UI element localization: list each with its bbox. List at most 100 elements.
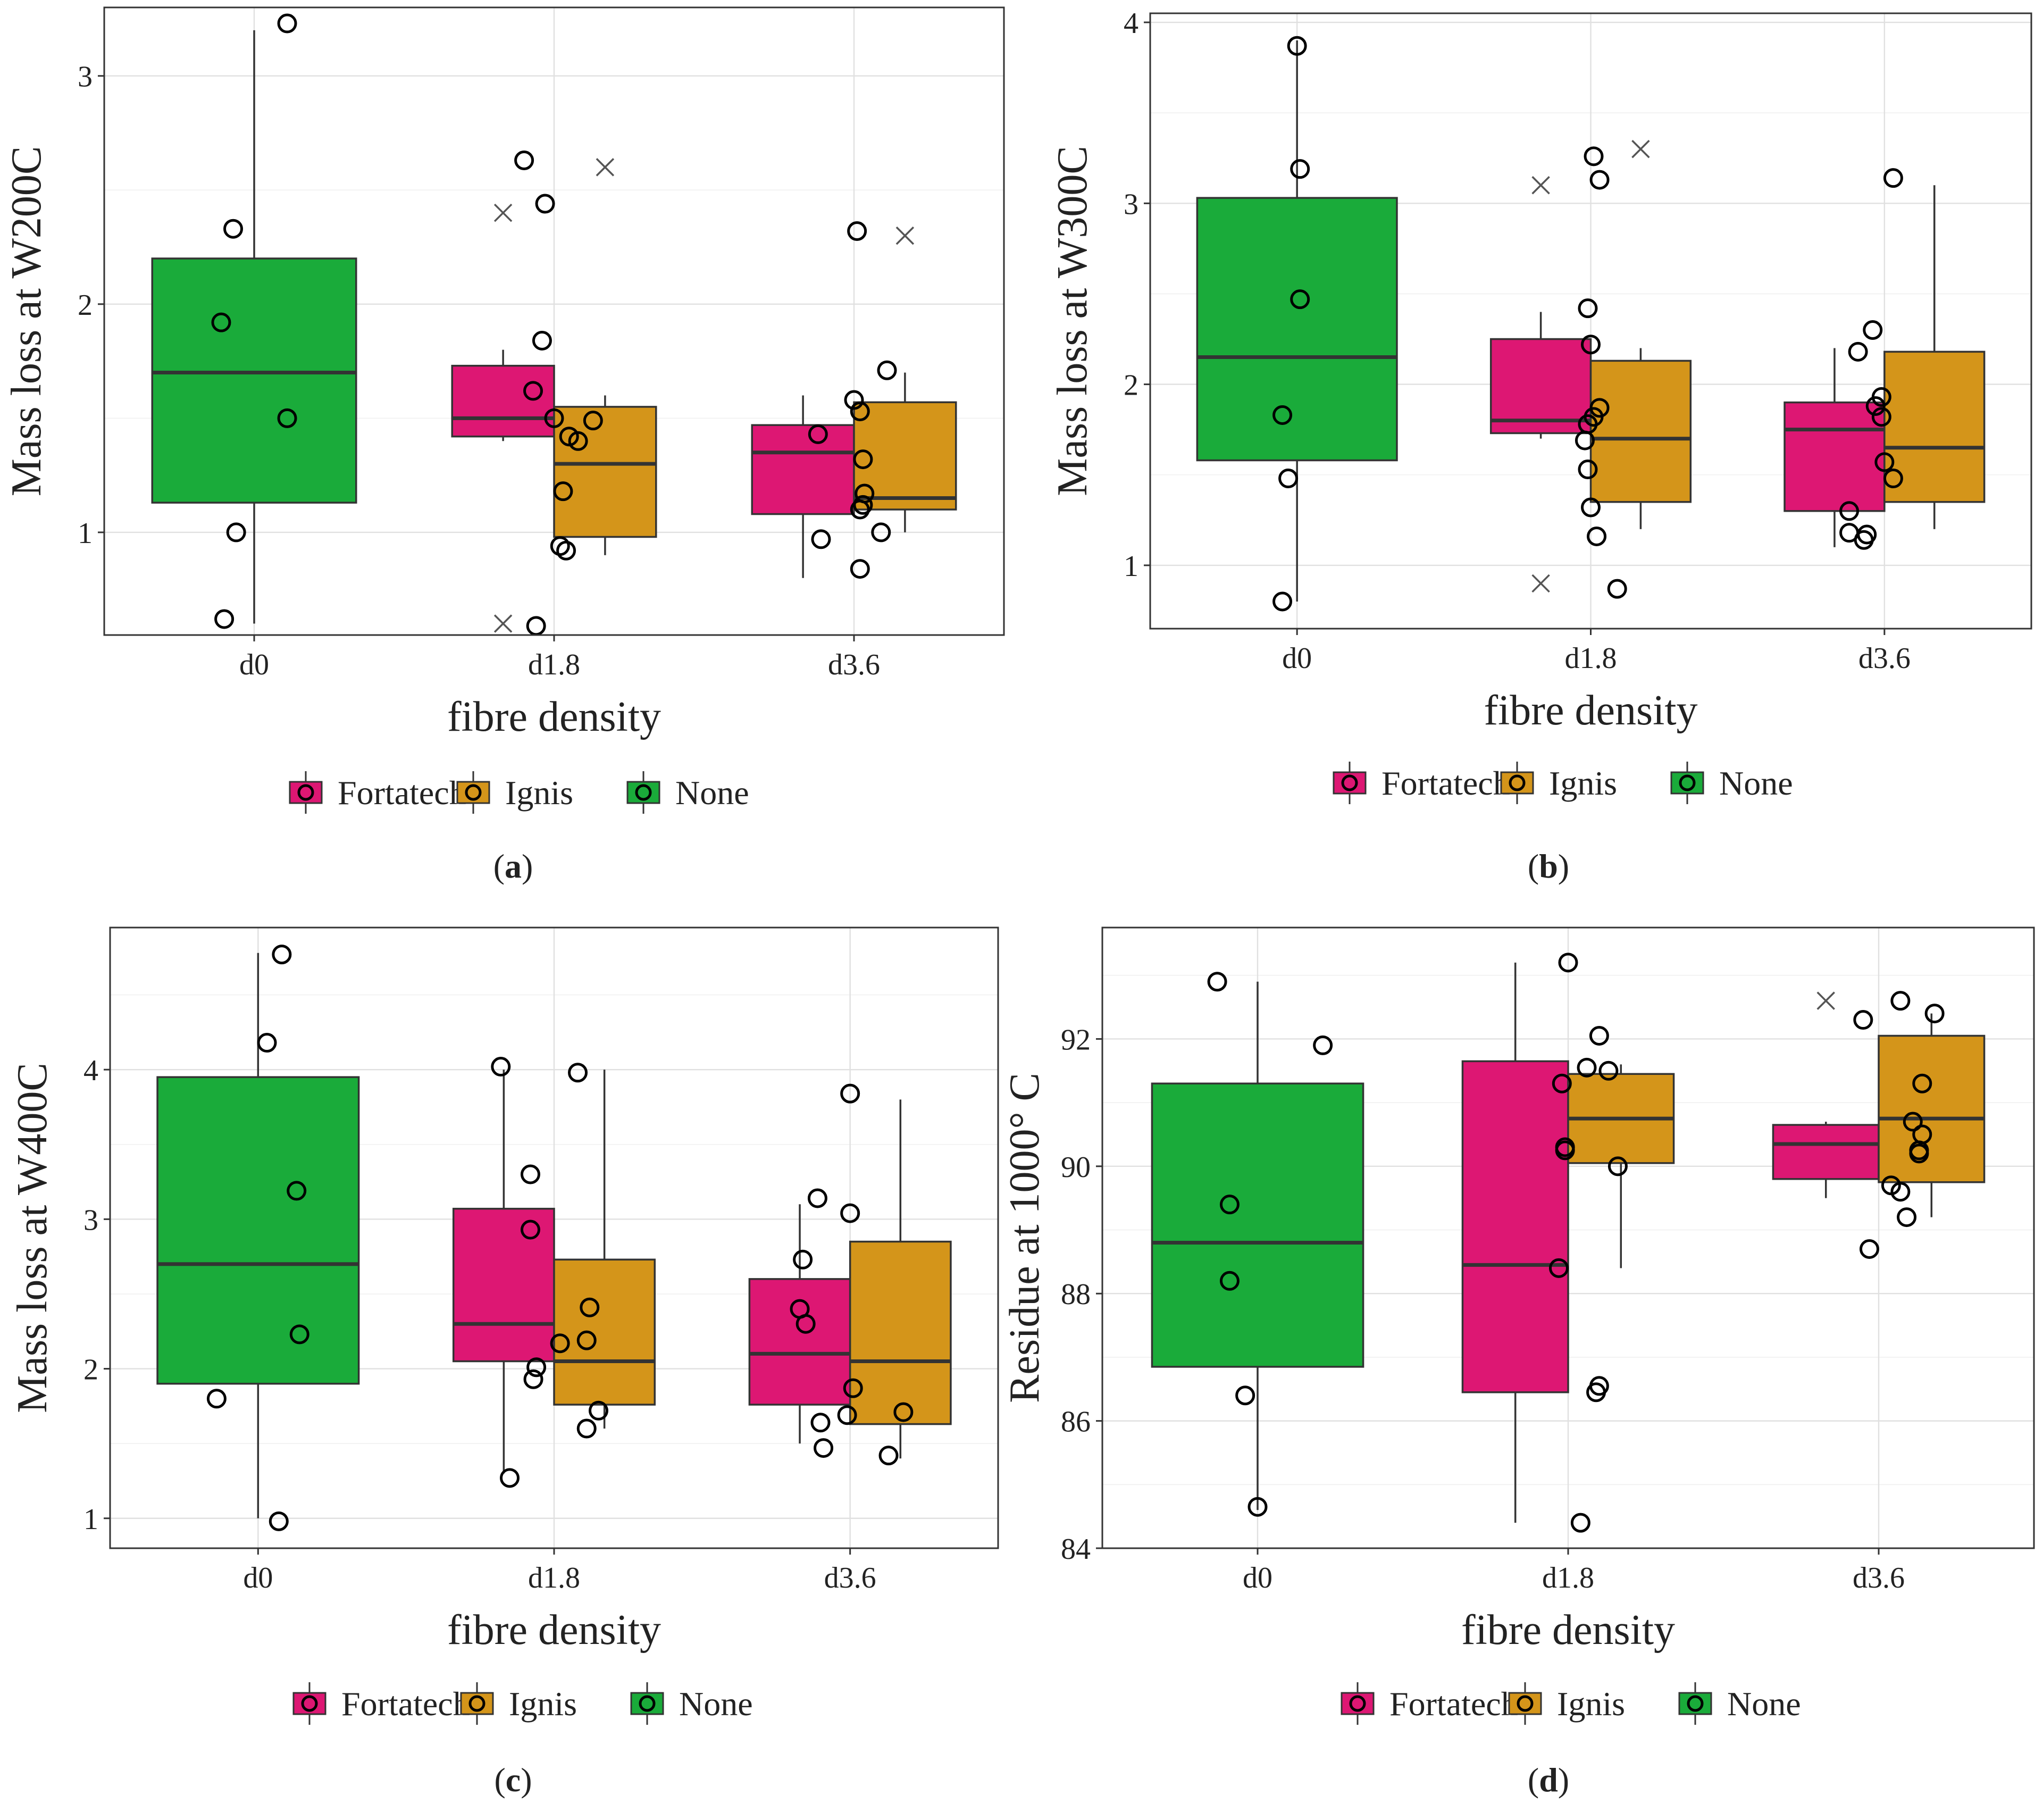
data-point	[500, 1468, 520, 1488]
y-tick-label: 1	[83, 1503, 98, 1536]
y-tick-label: 3	[78, 61, 93, 94]
x-tick-label: d3.6	[828, 648, 880, 681]
x-tick-label: d3.6	[1858, 642, 1911, 675]
box-d3.6-fortatech	[1772, 1122, 1880, 1198]
legend-key-point	[1349, 1695, 1366, 1712]
chart-panel-b: 1 2 3 4 d0 d1.8 d3.6 fibre density Mass loss at …	[1049, 7, 2032, 885]
x-tick-label: d3.6	[824, 1562, 876, 1594]
data-point	[1290, 159, 1310, 179]
x-tick-label: d1.8	[1542, 1562, 1594, 1594]
boxplots	[1196, 40, 1986, 602]
data-point	[853, 449, 873, 470]
data-point	[855, 483, 875, 504]
data-point	[1584, 146, 1604, 166]
boxplots	[1151, 962, 1986, 1523]
y-axis: 84 86 88 90 92	[1061, 1023, 1102, 1566]
x-axis-title: fibre density	[447, 694, 661, 740]
data-point	[1578, 460, 1598, 480]
data-point	[211, 312, 231, 332]
legend-key-point	[1687, 1695, 1704, 1712]
x-axis: d0 d1.8 d3.6	[239, 635, 880, 681]
legend-item-fortatech: Fortatech	[1341, 1682, 1518, 1725]
box-body	[849, 1240, 952, 1425]
data-point	[1912, 1124, 1932, 1145]
data-point	[1589, 1376, 1609, 1396]
data-point	[1587, 526, 1607, 546]
boxplots	[151, 30, 957, 624]
data-point	[289, 1324, 309, 1345]
legend-item-ignis: Ignis	[460, 1682, 577, 1725]
data-points	[1272, 36, 1903, 612]
y-axis-title: Mass loss at W400C	[9, 1063, 56, 1413]
box-d3.6-fortatech	[751, 395, 855, 578]
box-body	[751, 424, 855, 515]
box-body	[853, 401, 957, 511]
x-tick-label: d3.6	[1853, 1562, 1905, 1594]
legend-key-point	[465, 784, 482, 801]
data-point	[1578, 298, 1598, 319]
data-point	[277, 13, 297, 34]
x-tick-label: d0	[1243, 1562, 1272, 1594]
legend-key-point	[297, 784, 314, 801]
y-tick-label: 4	[1124, 7, 1138, 40]
outlier-stroke	[1531, 574, 1550, 593]
legend-label: Fortatech	[341, 1685, 470, 1723]
box-body	[1196, 197, 1398, 462]
data-point	[1589, 1025, 1609, 1046]
y-axis: 1 2 3 4	[1124, 7, 1150, 583]
data-point	[491, 1057, 511, 1077]
data-point	[287, 1181, 307, 1201]
box-body	[1151, 1082, 1364, 1368]
data-point	[535, 194, 555, 214]
data-point	[1859, 1239, 1879, 1259]
legend-item-fortatech: Fortatech	[292, 1682, 470, 1725]
data-point	[523, 381, 543, 401]
data-point	[1883, 469, 1903, 489]
y-tick-label: 2	[1124, 369, 1138, 402]
box-d1.8-fortatech	[1461, 962, 1569, 1523]
box-d1.8-ignis	[1567, 1064, 1675, 1268]
data-point	[550, 536, 570, 556]
outliers	[493, 158, 915, 633]
data-point	[1555, 1137, 1575, 1157]
outlier-stroke	[1531, 176, 1550, 195]
x-tick-label: d0	[1282, 642, 1312, 675]
outlier-stroke	[895, 226, 915, 245]
box-d1.8-fortatech	[452, 1070, 555, 1474]
data-point	[878, 1446, 899, 1466]
box-d0-none	[156, 953, 360, 1518]
outlier-mark	[1531, 176, 1550, 195]
data-point	[1883, 168, 1903, 188]
outlier-mark	[1531, 574, 1550, 593]
data-point	[1863, 320, 1883, 340]
data-point	[532, 330, 552, 350]
data-point	[877, 360, 897, 380]
data-point	[1607, 579, 1627, 599]
data-point	[1890, 991, 1911, 1011]
legend-label: Ignis	[505, 774, 573, 812]
x-axis: d0 d1.8 d3.6	[1282, 629, 1911, 675]
data-point	[1219, 1271, 1240, 1291]
y-tick-label: 2	[78, 289, 93, 322]
data-point	[1581, 335, 1601, 355]
data-point	[206, 1389, 227, 1409]
data-point	[257, 1033, 277, 1053]
legend-item-ignis: Ignis	[1500, 762, 1617, 804]
outlier-stroke	[1816, 991, 1835, 1010]
data-point	[1839, 501, 1860, 521]
box-body	[1878, 1034, 1986, 1183]
data-point	[1589, 398, 1610, 418]
box-body	[748, 1278, 851, 1406]
data-point	[1871, 407, 1891, 427]
data-point	[1848, 341, 1868, 362]
y-tick-label: 88	[1061, 1278, 1091, 1311]
panel-label: (c)	[494, 1761, 532, 1799]
outliers	[1816, 991, 1835, 1010]
data-point	[796, 1314, 816, 1334]
data-point	[556, 540, 576, 561]
legend: Fortatech Ignis None	[289, 771, 749, 814]
legend-key-point	[1509, 774, 1526, 791]
box-body	[1784, 401, 1886, 512]
data-points	[211, 13, 897, 636]
legend-key-point	[1341, 774, 1358, 791]
